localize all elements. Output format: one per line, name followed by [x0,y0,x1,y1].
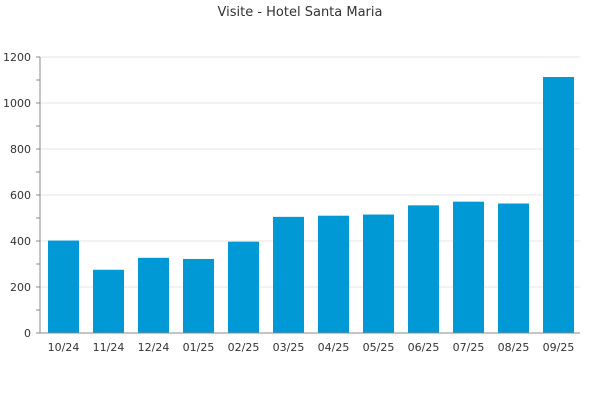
bar [273,216,304,333]
bar [453,201,484,333]
y-tick-label: 1000 [3,97,31,110]
x-tick-label: 10/24 [48,341,80,354]
x-tick-label: 01/25 [183,341,215,354]
bar [138,257,169,333]
x-tick-label: 04/25 [318,341,350,354]
bar [498,203,529,333]
y-tick-label: 200 [10,281,31,294]
x-tick-labels: 10/24 11/24 12/24 01/25 02/25 03/25 04/25 05/25… [48,341,575,354]
y-tick-label: 600 [10,189,31,202]
bar [48,240,79,333]
y-tick-label: 800 [10,143,31,156]
grid-layer [40,56,580,288]
bars-layer [48,77,574,333]
y-tick-label: 1200 [3,51,31,64]
y-tick-label: 400 [10,235,31,248]
y-tick-label: 0 [24,327,31,340]
bar [93,269,124,333]
x-tick-label: 07/25 [453,341,485,354]
axis-layer [36,56,580,334]
x-tick-label: 09/25 [543,341,575,354]
x-tick-label: 11/24 [93,341,125,354]
bar [228,241,259,333]
y-tick-labels: 0 200 400 600 800 1000 1200 [3,51,31,340]
chart-title: Visite - Hotel Santa Maria [218,5,383,20]
bar [183,258,214,333]
bar [408,205,439,333]
bar [363,214,394,333]
x-tick-label: 05/25 [363,341,395,354]
x-tick-label: 08/25 [498,341,530,354]
x-tick-label: 12/24 [138,341,170,354]
x-tick-label: 06/25 [408,341,440,354]
bar [318,215,349,333]
x-tick-label: 02/25 [228,341,260,354]
x-tick-label: 03/25 [273,341,305,354]
bar [543,77,574,333]
